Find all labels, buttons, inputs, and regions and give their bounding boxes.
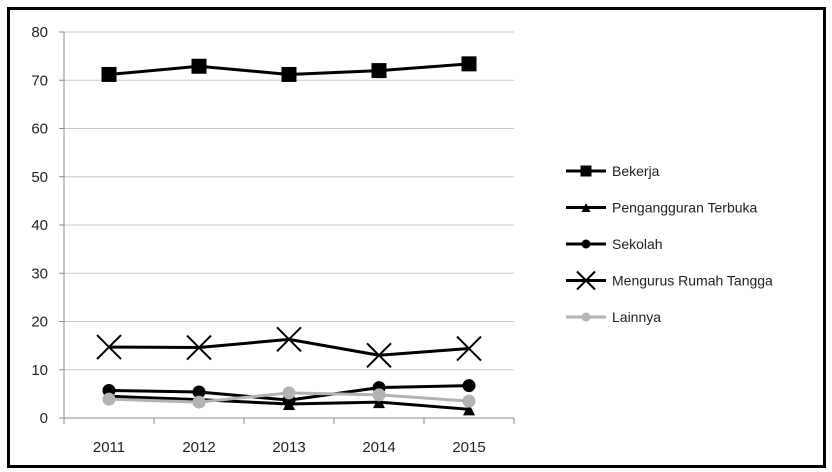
legend-marker-bekerja: [580, 165, 592, 177]
series-line-mengurus-rumah-tangga: [108, 337, 470, 357]
data-point-lainnya: [192, 395, 206, 409]
y-tick-label: 0: [40, 410, 48, 427]
legend-label-bekerja: Bekerja: [612, 163, 660, 179]
y-tick-label: 50: [31, 169, 48, 186]
data-point-bekerja: [461, 56, 477, 72]
data-point-mengurus-rumah-tangga: [366, 342, 392, 368]
data-point-mengurus-rumah-tangga: [276, 326, 302, 353]
x-tick-label: 2012: [182, 439, 215, 456]
legend-marker-lainnya: [581, 312, 591, 322]
data-point-mengurus-rumah-tangga: [456, 335, 482, 362]
y-tick-label: 10: [31, 362, 48, 379]
legend-label-lainnya: Lainnya: [612, 309, 661, 325]
data-point-bekerja: [371, 63, 387, 79]
legend-marker-mengurus-rumah-tangga: [576, 270, 596, 291]
data-point-mengurus-rumah-tangga: [96, 334, 122, 360]
x-tick-label: 2011: [93, 439, 125, 456]
y-tick-label: 70: [31, 72, 48, 89]
x-tick-label: 2014: [362, 439, 395, 456]
legend-label-sekolah: Sekolah: [612, 236, 663, 252]
x-tick-label: 2013: [272, 439, 305, 456]
data-point-mengurus-rumah-tangga: [186, 334, 212, 361]
data-point-pengangguran-terbuka: [463, 403, 475, 416]
data-point-bekerja: [191, 58, 207, 74]
data-point-lainnya: [102, 392, 116, 406]
data-point-sekolah: [462, 379, 476, 393]
data-point-lainnya: [282, 386, 296, 400]
data-point-pengangguran-terbuka: [373, 396, 385, 409]
data-point-bekerja: [101, 66, 117, 82]
y-tick-label: 30: [31, 265, 48, 282]
legend-marker-sekolah: [581, 239, 591, 249]
data-point-lainnya: [372, 388, 386, 402]
y-tick-label: 40: [31, 217, 48, 234]
y-tick-label: 80: [31, 24, 48, 41]
legend-marker-pengangguran-terbuka: [581, 203, 591, 212]
data-point-bekerja: [281, 66, 297, 82]
legend-label-mengurus-rumah-tangga: Mengurus Rumah Tangga: [612, 273, 773, 289]
y-tick-label: 20: [31, 314, 48, 331]
legend-label-pengangguran-terbuka: Pengangguran Terbuka: [612, 200, 758, 216]
x-tick-label: 2015: [452, 439, 485, 456]
data-point-sekolah: [192, 385, 206, 399]
y-tick-label: 60: [31, 121, 48, 138]
data-point-lainnya: [462, 394, 476, 408]
